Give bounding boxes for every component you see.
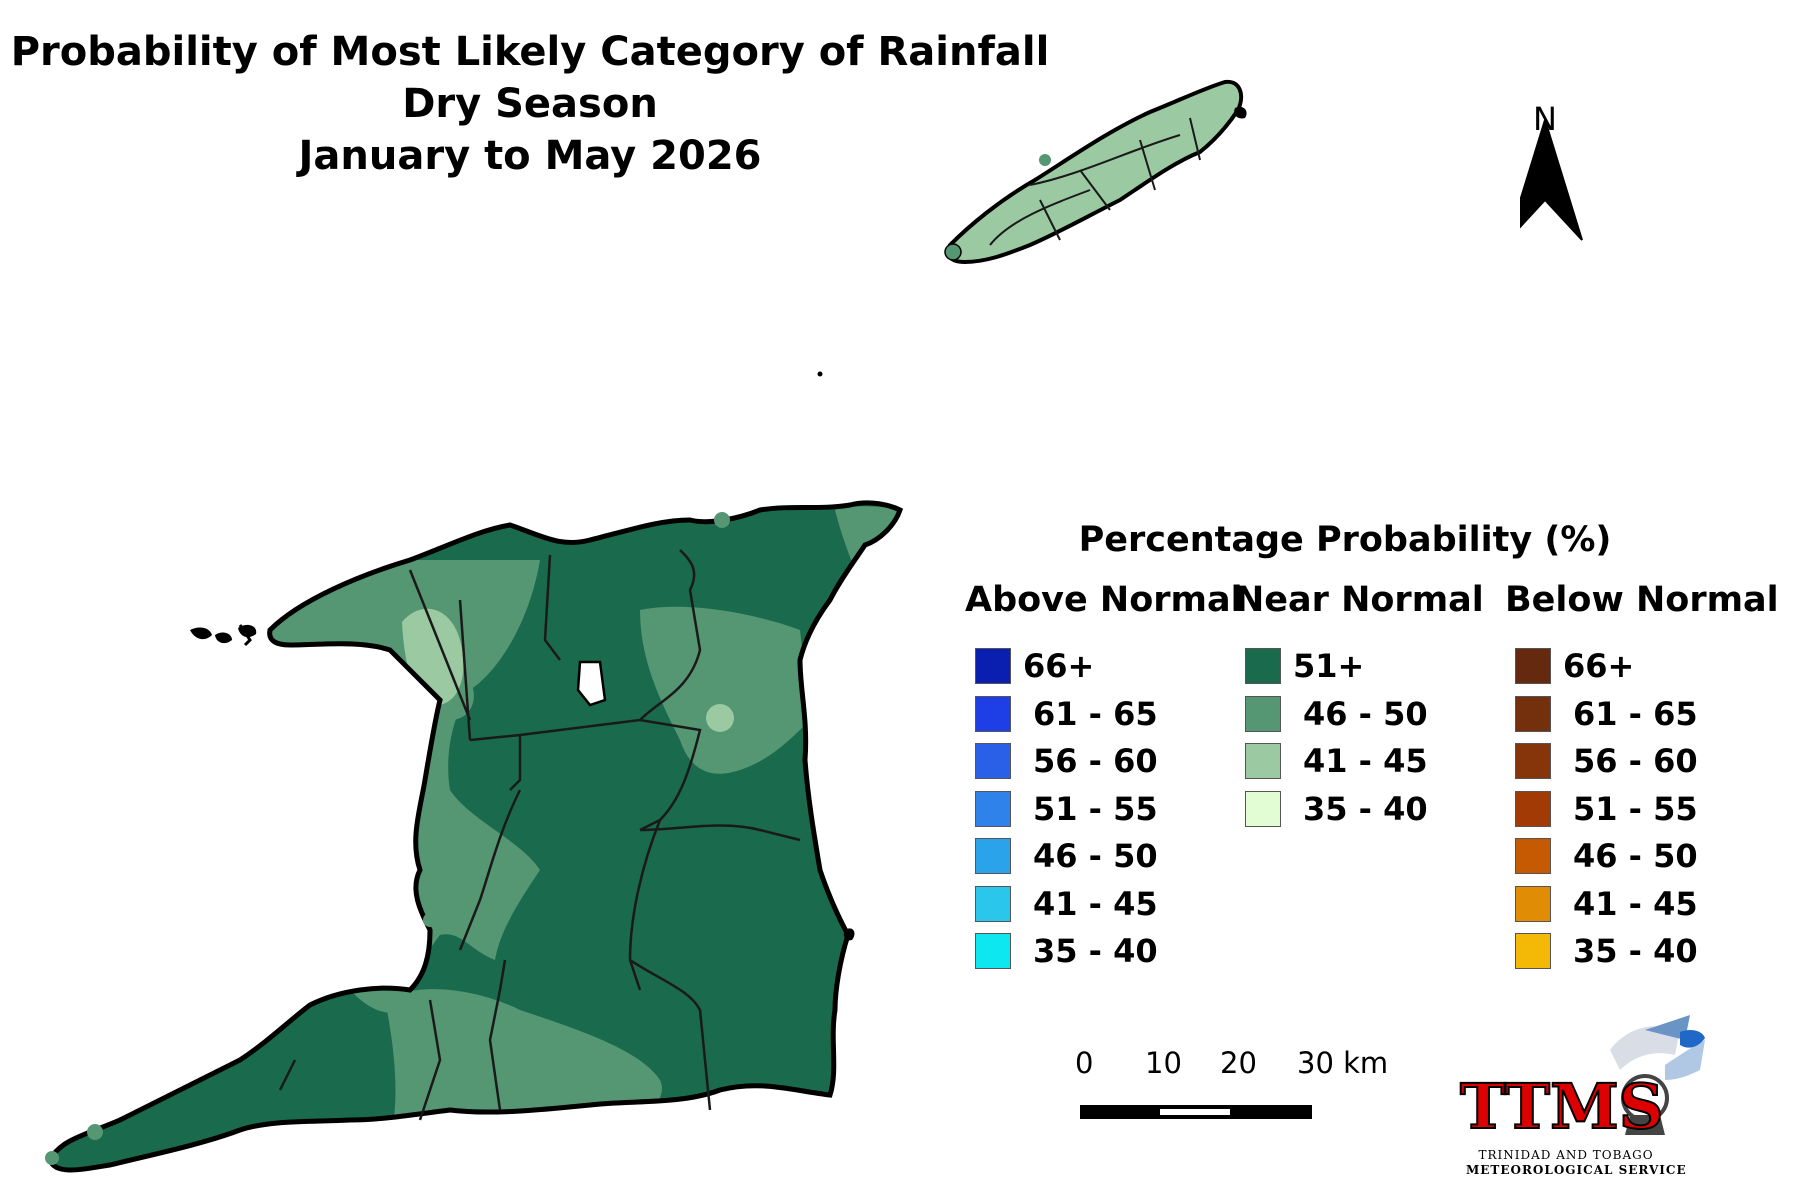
legend-item-label: 56 - 60 [1573,742,1698,780]
legend-swatch [975,743,1011,779]
legend-item-label: 51+ [1293,647,1365,685]
legend-item-label: 35 - 40 [1033,932,1158,970]
ttms-logo: TTMS [1459,1015,1705,1144]
legend-heading-below-normal: Below Normal [1505,580,1779,620]
legend-swatch [975,885,1011,922]
legend-item: 35 - 40 [975,932,1158,970]
logo-line-1: TRINIDAD AND TOBAGO [1478,1148,1654,1162]
legend-item-label: 46 - 50 [1303,694,1428,733]
legend-item: 61 - 65 [975,694,1158,733]
legend-item-label: 66+ [1563,647,1635,685]
legend-item: 51 - 55 [975,789,1158,828]
tobago-island [944,79,1247,265]
legend-swatch [1515,743,1551,779]
legend-title: Percentage Probability (%) [1078,520,1612,560]
legend-item-label: 51 - 55 [1573,789,1698,828]
legend-item-label: 41 - 45 [1303,742,1428,780]
legend-item-label: 46 - 50 [1033,837,1158,875]
title-line-2: Dry Season [402,81,658,127]
legend-swatch [1515,790,1551,827]
legend-item: 56 - 60 [975,742,1158,780]
legend-item: 66+ [975,647,1095,685]
legend-swatch [975,695,1011,732]
islet-marker [817,371,823,377]
legend-swatch [1515,695,1551,732]
scale-tick-0: 0 [1075,1046,1094,1080]
legend-item-label: 66+ [1023,647,1095,685]
scale-tick-30: 30 km [1297,1046,1389,1080]
legend-swatch [975,838,1011,874]
legend-swatch [975,790,1011,827]
legend-swatch [1515,648,1551,684]
legend-swatch [1515,933,1551,969]
logo-text: TTMS [1460,1070,1663,1143]
title-line-3: January to May 2026 [298,133,762,179]
legend-item-label: 56 - 60 [1033,742,1158,780]
legend-swatch [1245,648,1281,684]
legend-item: 46 - 50 [975,837,1158,875]
legend-swatch [1245,695,1281,732]
legend-swatch [1515,838,1551,874]
scale-tick-10: 10 [1145,1046,1182,1080]
legend-item-label: 61 - 65 [1033,694,1158,733]
legend-item: 56 - 60 [1515,742,1698,780]
map-title: Probability of Most Likely Category of R… [10,26,1050,182]
legend-heading-above-normal: Above Normal [965,580,1243,620]
legend-item: 51+ [1245,647,1365,685]
legend-item-label: 35 - 40 [1303,789,1428,828]
legend-item: 41 - 45 [975,884,1158,923]
legend-item: 35 - 40 [1245,789,1428,828]
trinidad-island [45,500,904,1173]
legend-swatch [1245,790,1281,827]
legend-item: 66+ [1515,647,1635,685]
legend-swatch [1515,885,1551,922]
scale-tick-20: 20 [1220,1046,1257,1080]
legend-item: 35 - 40 [1515,932,1698,970]
legend-item: 41 - 45 [1245,742,1428,780]
legend-item-label: 41 - 45 [1573,884,1698,923]
legend-swatch [975,933,1011,969]
legend-item: 41 - 45 [1515,884,1698,923]
legend-item-label: 51 - 55 [1033,789,1158,828]
legend-heading-near-normal: Near Normal [1235,580,1484,620]
north-arrow-icon [1520,116,1583,241]
legend-item: 46 - 50 [1515,837,1698,875]
legend-item-label: 46 - 50 [1573,837,1698,875]
legend-swatch [975,648,1011,684]
legend-item-label: 61 - 65 [1573,694,1698,733]
legend-swatch [1245,743,1281,779]
legend-item-label: 41 - 45 [1033,884,1158,923]
legend-item: 51 - 55 [1515,789,1698,828]
legend-item: 61 - 65 [1515,694,1698,733]
legend-item: 46 - 50 [1245,694,1428,733]
title-line-1: Probability of Most Likely Category of R… [10,29,1050,75]
legend-item-label: 35 - 40 [1573,932,1698,970]
scale-bar [1080,1105,1312,1119]
logo-line-2: METEOROLOGICAL SERVICE [1466,1163,1687,1177]
